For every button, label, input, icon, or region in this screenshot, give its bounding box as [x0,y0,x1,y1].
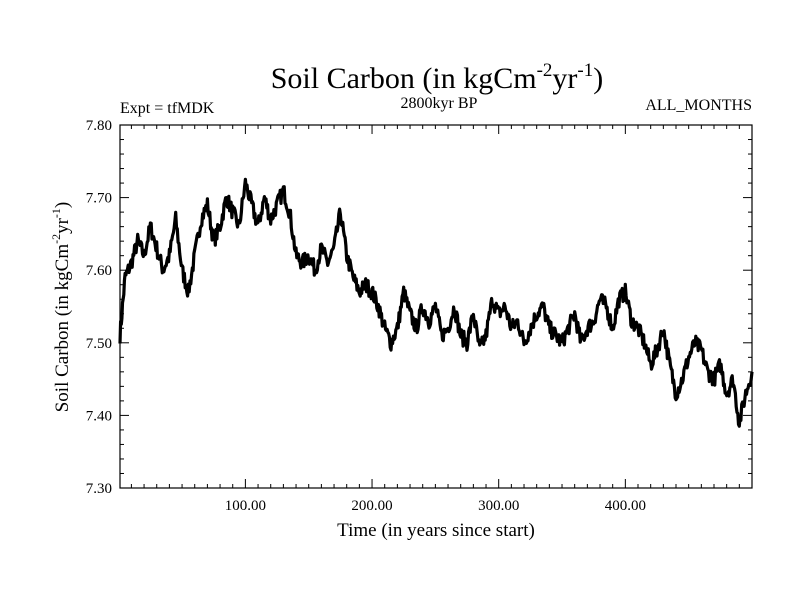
period-label: 2800kyr BP [401,95,478,112]
y-tick-label: 7.30 [86,481,112,497]
months-label: ALL_MONTHS [645,97,752,114]
plot-frame [119,124,753,489]
y-tick-label: 7.50 [86,336,112,352]
x-tick-label: 400.00 [605,498,646,514]
x-tick-label: 300.00 [478,498,519,514]
chart-title: Soil Carbon (in kgCm-2yr-1) [271,60,604,95]
x-tick-label: 200.00 [351,498,392,514]
soil-carbon-series-line [118,177,754,428]
x-tick-label: 100.00 [225,498,266,514]
y-axis-label: Soil Carbon (in kgCm-2yr-1) [49,202,73,413]
expt-label: Expt = tfMDK [120,100,215,117]
y-tick-label: 7.60 [86,263,112,279]
x-axis-label: Time (in years since start) [337,520,535,541]
y-tick-label: 7.80 [86,118,112,134]
x-axis-ticks: 100.00 200.00 300.00 400.00 [130,125,740,514]
y-axis-ticks: 7.30 7.40 7.50 7.60 7.70 7.80 [86,118,752,497]
y-tick-label: 7.40 [86,408,112,424]
y-tick-label: 7.70 [86,191,112,207]
